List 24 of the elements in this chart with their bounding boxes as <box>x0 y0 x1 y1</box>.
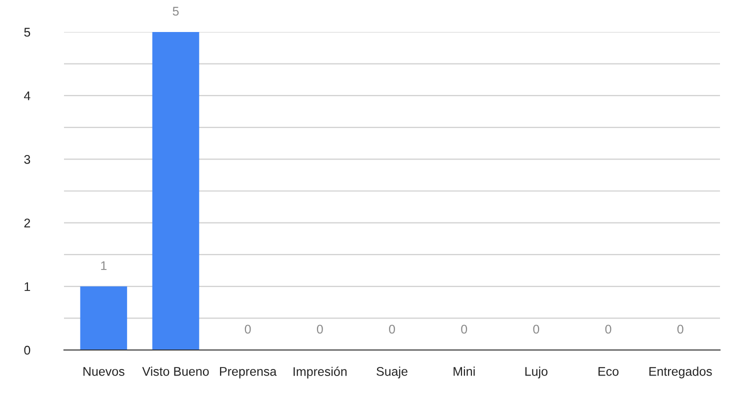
data-label: 5 <box>172 6 179 16</box>
x-tick-label: Impresión <box>294 366 347 378</box>
x-tick-label: Visto Bueno <box>142 366 209 376</box>
x-tick-label: Entregados <box>649 366 712 378</box>
y-tick-label: 2 <box>24 218 30 228</box>
data-label: 0 <box>533 324 540 334</box>
y-tick-label: 3 <box>24 155 30 164</box>
x-tick-label: Nuevos <box>83 367 124 376</box>
x-tick-label: Suaje <box>376 366 408 378</box>
data-label: 0 <box>244 324 251 334</box>
x-tick-label: Preprensa <box>220 367 277 378</box>
x-tick-label: Lujo <box>525 366 548 378</box>
y-tick-label: 4 <box>24 92 30 100</box>
y-tick-label: 0 <box>24 346 30 355</box>
x-tick-label: Mini <box>454 366 475 376</box>
data-label: 0 <box>389 324 395 334</box>
y-tick-label: 1 <box>24 282 30 291</box>
data-label: 0 <box>605 324 612 334</box>
y-tick-label: 5 <box>24 28 30 37</box>
x-tick-label: Eco <box>598 367 619 376</box>
data-label: 1 <box>101 261 107 270</box>
data-label: 0 <box>677 324 684 334</box>
data-label: 0 <box>461 324 468 334</box>
data-label: 0 <box>316 324 323 334</box>
